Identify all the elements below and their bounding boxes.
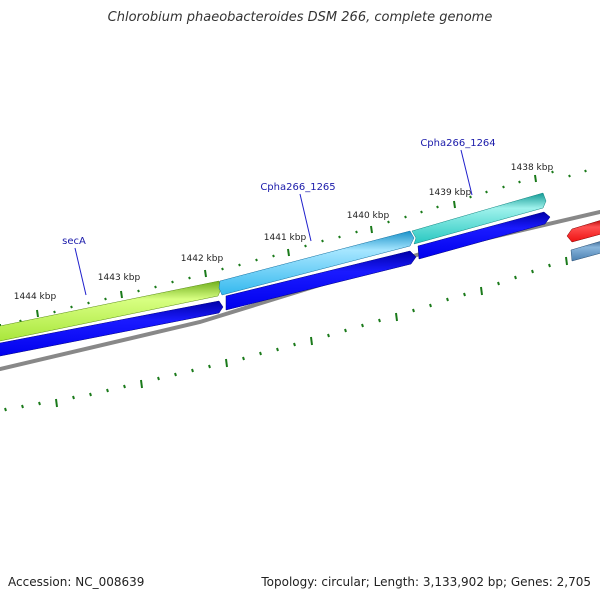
tick-label-1442: 1442 kbp [181,254,224,264]
major-tick [36,309,39,318]
tick-label-1444: 1444 kbp [14,292,57,302]
gene-label-callouts [74,149,473,296]
gene-arrow-steel-edge[interactable] [570,240,600,262]
major-tick [287,248,290,257]
cds-arrow-cpha266-1264[interactable] [417,211,551,260]
callout-line-secA [74,247,87,296]
gene-label-cpha266-1265[interactable]: Cpha266_1265 [260,182,335,193]
gene-track [0,192,547,342]
gene-label-secA[interactable]: secA [62,236,86,247]
gene-arrow-cpha266-1265[interactable] [218,230,415,296]
tick-label-1439: 1439 kbp [429,188,472,198]
cds-track [0,211,551,357]
gene-label-cpha266-1264[interactable]: Cpha266_1264 [420,138,495,149]
cds-arrow-cpha266-1265[interactable] [225,250,417,311]
major-tick [204,269,207,278]
major-tick [370,225,373,234]
major-tick [534,174,537,183]
tick-label-1441: 1441 kbp [264,233,307,243]
gene-arrow-secA[interactable] [0,280,222,342]
gene-arrow-cpha266-1264[interactable] [411,192,547,245]
gene-arrow-red-edge[interactable] [566,219,600,243]
outer-tick-ring [0,169,587,326]
callout-line-cpha266-1264 [460,149,473,196]
cds-arrow-secA[interactable] [0,300,224,357]
major-tick [120,290,123,299]
major-tick [453,200,456,209]
accession-label: Accession: NC_008639 [8,575,145,589]
callout-line-cpha266-1265 [299,193,312,242]
map-title: Chlorobium phaeobacteroides DSM 266, com… [107,10,493,25]
tick-label-1438: 1438 kbp [511,163,554,173]
tick-label-1440: 1440 kbp [347,211,390,221]
genome-summary-label: Topology: circular; Length: 3,133,902 bp… [261,575,591,589]
tick-label-1443: 1443 kbp [98,273,141,283]
inner-tick-ring [4,251,585,412]
